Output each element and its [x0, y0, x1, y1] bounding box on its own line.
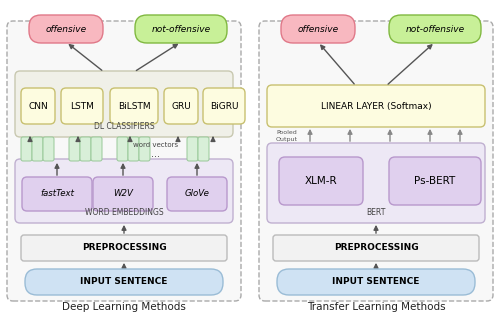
Text: PREPROCESSING: PREPROCESSING: [82, 243, 166, 252]
Text: BiLSTM: BiLSTM: [118, 101, 150, 110]
Text: ...: ...: [152, 149, 160, 159]
FancyBboxPatch shape: [164, 88, 198, 124]
Text: offensive: offensive: [46, 24, 86, 33]
FancyBboxPatch shape: [69, 137, 80, 161]
FancyBboxPatch shape: [25, 269, 223, 295]
Text: GRU: GRU: [171, 101, 191, 110]
Text: DL CLASSIFIERS: DL CLASSIFIERS: [94, 122, 154, 131]
FancyBboxPatch shape: [21, 235, 227, 261]
Text: BiGRU: BiGRU: [210, 101, 238, 110]
Text: not-offensive: not-offensive: [406, 24, 464, 33]
FancyBboxPatch shape: [198, 137, 209, 161]
FancyBboxPatch shape: [7, 21, 241, 301]
FancyBboxPatch shape: [273, 235, 479, 261]
FancyBboxPatch shape: [15, 159, 233, 223]
FancyBboxPatch shape: [389, 15, 481, 43]
FancyBboxPatch shape: [279, 157, 363, 205]
FancyBboxPatch shape: [43, 137, 54, 161]
FancyBboxPatch shape: [203, 88, 245, 124]
Text: INPUT SENTENCE: INPUT SENTENCE: [80, 278, 168, 287]
FancyBboxPatch shape: [259, 21, 493, 301]
Text: WORD EMBEDDINGS: WORD EMBEDDINGS: [84, 208, 164, 217]
FancyBboxPatch shape: [267, 143, 485, 223]
FancyBboxPatch shape: [135, 15, 227, 43]
FancyBboxPatch shape: [61, 88, 103, 124]
FancyBboxPatch shape: [22, 177, 92, 211]
Text: fastText: fastText: [40, 190, 74, 198]
FancyBboxPatch shape: [110, 88, 158, 124]
FancyBboxPatch shape: [91, 137, 102, 161]
FancyBboxPatch shape: [139, 137, 150, 161]
FancyBboxPatch shape: [21, 137, 32, 161]
Text: XLM-R: XLM-R: [304, 176, 338, 186]
FancyBboxPatch shape: [187, 137, 198, 161]
Text: Ps-BERT: Ps-BERT: [414, 176, 456, 186]
Text: offensive: offensive: [298, 24, 339, 33]
Text: Transfer Learning Methods: Transfer Learning Methods: [306, 302, 446, 312]
Text: GloVe: GloVe: [184, 190, 210, 198]
Text: PREPROCESSING: PREPROCESSING: [334, 243, 418, 252]
Text: W2V: W2V: [113, 190, 133, 198]
FancyBboxPatch shape: [93, 177, 153, 211]
Text: LINEAR LAYER (Softmax): LINEAR LAYER (Softmax): [320, 101, 432, 110]
FancyBboxPatch shape: [21, 88, 55, 124]
FancyBboxPatch shape: [281, 15, 355, 43]
FancyBboxPatch shape: [117, 137, 128, 161]
Text: BERT: BERT: [366, 208, 386, 217]
Text: INPUT SENTENCE: INPUT SENTENCE: [332, 278, 420, 287]
Text: CNN: CNN: [28, 101, 48, 110]
Text: LSTM: LSTM: [70, 101, 94, 110]
Text: word vectors: word vectors: [134, 142, 178, 148]
FancyBboxPatch shape: [267, 85, 485, 127]
FancyBboxPatch shape: [277, 269, 475, 295]
FancyBboxPatch shape: [15, 71, 233, 137]
FancyBboxPatch shape: [389, 157, 481, 205]
FancyBboxPatch shape: [32, 137, 43, 161]
Text: Deep Learning Methods: Deep Learning Methods: [62, 302, 186, 312]
FancyBboxPatch shape: [29, 15, 103, 43]
FancyBboxPatch shape: [128, 137, 139, 161]
FancyBboxPatch shape: [80, 137, 91, 161]
Text: Pooled
Output: Pooled Output: [276, 130, 298, 142]
FancyBboxPatch shape: [167, 177, 227, 211]
Text: not-offensive: not-offensive: [152, 24, 210, 33]
